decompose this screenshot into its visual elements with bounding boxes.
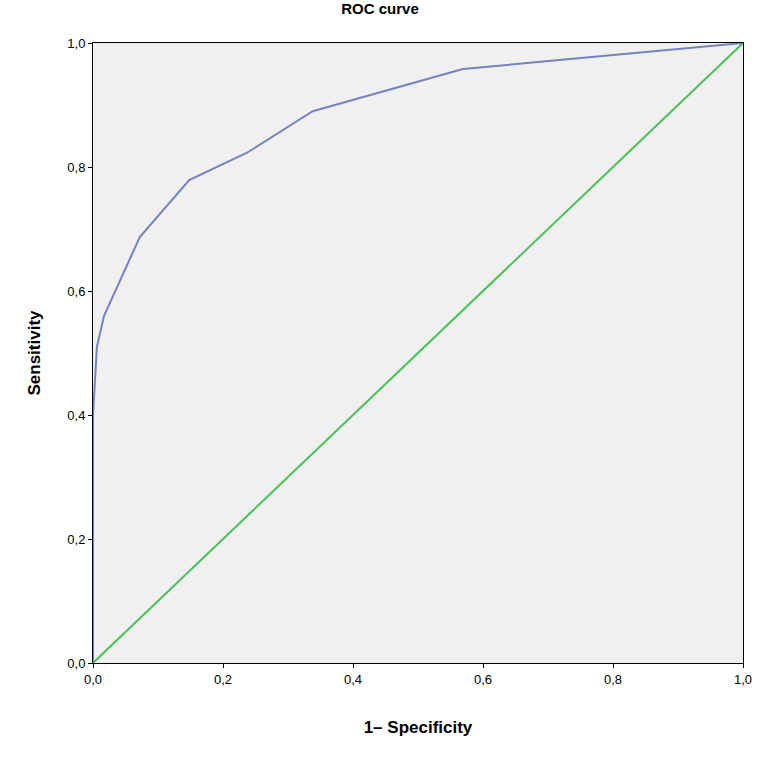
svg-text:0,8: 0,8 [67,160,85,175]
svg-text:0,6: 0,6 [67,284,85,299]
svg-text:Sensitivity: Sensitivity [25,310,44,396]
svg-text:1,0: 1,0 [67,36,85,51]
svg-text:1– Specificity: 1– Specificity [364,718,473,737]
svg-text:0,4: 0,4 [344,672,362,687]
svg-text:0,2: 0,2 [67,532,85,547]
svg-text:0,4: 0,4 [67,408,85,423]
svg-text:0,6: 0,6 [474,672,492,687]
svg-text:0,2: 0,2 [214,672,232,687]
svg-text:0,8: 0,8 [604,672,622,687]
svg-text:ROC curve: ROC curve [341,0,419,17]
svg-text:0,0: 0,0 [84,672,102,687]
svg-text:0,0: 0,0 [67,656,85,671]
svg-text:1,0: 1,0 [734,672,752,687]
